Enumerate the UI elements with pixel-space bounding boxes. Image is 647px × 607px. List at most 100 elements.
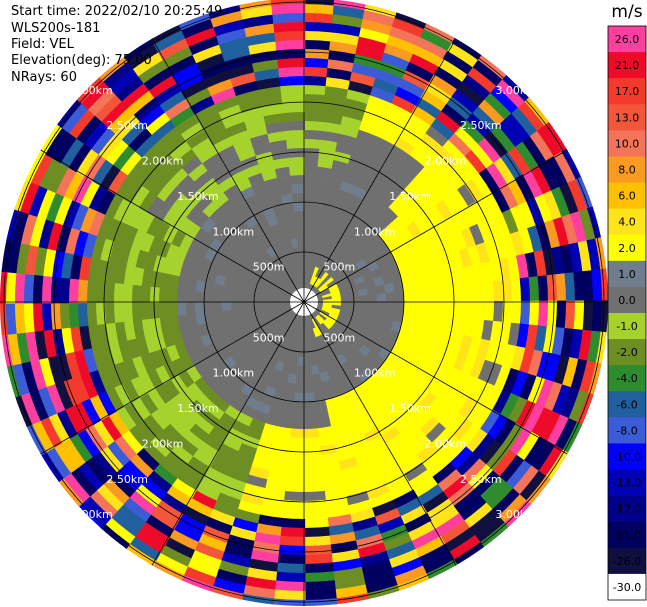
velocity-gate [50,274,62,304]
colorbar-swatch [608,26,646,53]
velocity-gate [87,322,101,349]
velocity-gate [425,125,451,149]
velocity-gate [535,222,553,253]
velocity-gate [398,242,413,259]
velocity-gate [68,300,80,328]
velocity-gate [338,124,361,139]
velocity-gate [284,472,305,484]
velocity-gate [480,261,494,285]
velocity-gate [372,77,401,97]
velocity-gate [186,276,198,292]
velocity-gate [264,414,281,427]
velocity-gate [393,415,414,435]
velocity-gate [282,490,306,502]
velocity-gate [83,119,111,150]
velocity-gate [218,483,244,501]
velocity-gate [441,103,469,129]
velocity-gate [357,288,368,297]
velocity-gate [325,329,336,340]
velocity-gate [328,540,358,555]
velocity-gate [348,329,360,341]
velocity-gate [244,163,263,179]
velocity-gate [544,353,561,385]
velocity-gate [313,202,326,214]
velocity-gate [69,251,84,280]
velocity-gate [146,194,166,217]
velocity-gate [253,320,265,330]
velocity-gate [235,177,253,193]
velocity-gate [510,300,522,326]
velocity-gate [286,220,297,231]
velocity-gate [28,182,49,217]
velocity-gate [230,293,241,303]
velocity-gate [352,240,366,254]
velocity-gate [281,343,291,355]
velocity-gate [433,329,447,348]
velocity-gate [276,274,286,284]
velocity-gate [281,499,306,511]
velocity-gate [348,508,376,524]
velocity-gate [1,331,13,367]
velocity-gate [115,502,146,530]
velocity-gate [391,565,427,587]
velocity-gate [433,66,465,91]
velocity-gate [161,159,184,182]
velocity-gate [389,26,424,47]
velocity-gate [224,53,255,71]
velocity-gate [221,292,232,303]
velocity-gate [196,144,219,164]
velocity-gate [231,308,242,318]
velocity-gate [221,475,247,492]
velocity-gate [207,160,228,178]
velocity-gate [222,284,233,295]
velocity-gate [177,369,195,389]
azimuth-line [303,149,568,303]
velocity-gate [52,130,79,164]
velocity-gate [131,227,148,250]
velocity-gate [151,462,178,486]
velocity-gate [348,155,368,170]
velocity-gate [537,300,549,329]
velocity-gate [142,412,164,437]
velocity-gate [387,481,414,501]
velocity-gate [214,273,227,286]
velocity-gate [436,238,451,258]
velocity-gate [247,417,266,432]
velocity-gate [424,81,454,106]
velocity-gate [435,382,454,405]
velocity-gate [282,390,295,402]
velocity-gate [491,449,518,479]
velocity-gate [123,400,144,426]
velocity-gate [38,216,56,249]
velocity-gate [194,103,221,123]
velocity-gate [126,245,141,268]
velocity-gate [420,491,449,515]
velocity-gate [477,219,494,245]
velocity-gate [273,21,306,33]
velocity-gate [171,192,191,213]
velocity-gate [394,497,423,518]
colorbar-tick-label: 13.0 [615,111,640,124]
velocity-gate [317,157,335,170]
velocity-gate [29,213,47,248]
velocity-gate [122,301,134,322]
velocity-gate [333,274,345,284]
velocity-gate [409,435,433,457]
colorbar-swatch [608,443,646,471]
velocity-gate [182,404,202,424]
velocity-gate [286,138,305,149]
velocity-gate [255,338,268,351]
velocity-gate [240,307,251,316]
velocity-gate [362,576,398,595]
velocity-gate [569,358,588,393]
velocity-gate [322,303,333,309]
velocity-gate [322,305,332,311]
velocity-gate [428,378,446,399]
velocity-gate [281,324,291,335]
velocity-gate [294,374,305,385]
velocity-gate [483,385,503,412]
velocity-gate [342,106,367,122]
velocity-gate [195,193,214,212]
velocity-gate [168,416,190,438]
velocity-gate [68,276,80,304]
